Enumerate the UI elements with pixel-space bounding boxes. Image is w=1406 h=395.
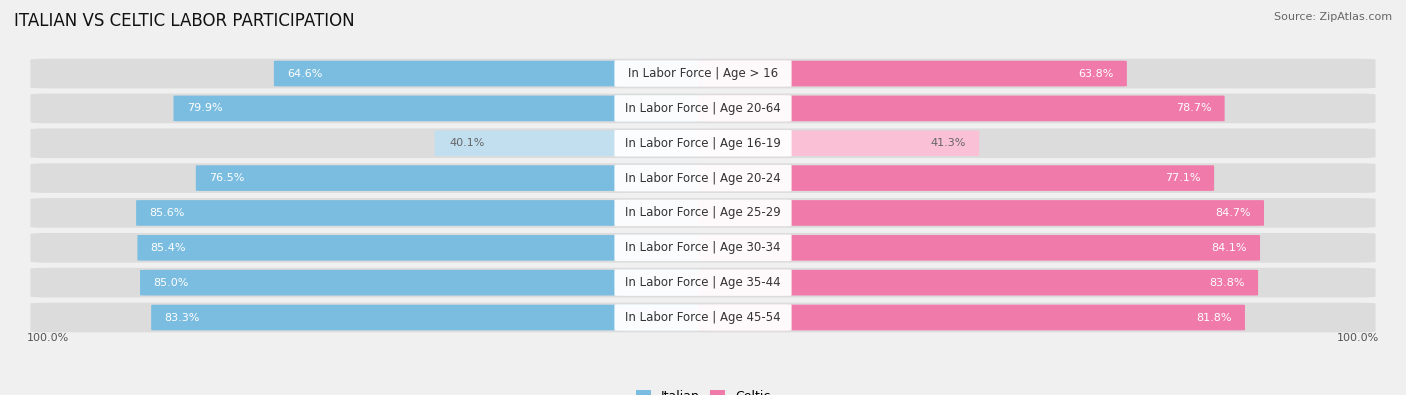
FancyBboxPatch shape xyxy=(31,59,1375,88)
Text: 81.8%: 81.8% xyxy=(1197,312,1232,322)
Text: In Labor Force | Age > 16: In Labor Force | Age > 16 xyxy=(628,67,778,80)
FancyBboxPatch shape xyxy=(614,130,792,156)
Text: 63.8%: 63.8% xyxy=(1078,69,1114,79)
Text: 79.9%: 79.9% xyxy=(187,103,222,113)
FancyBboxPatch shape xyxy=(136,200,709,226)
FancyBboxPatch shape xyxy=(195,165,709,191)
Text: 83.3%: 83.3% xyxy=(165,312,200,322)
FancyBboxPatch shape xyxy=(141,270,709,295)
FancyBboxPatch shape xyxy=(614,304,792,331)
FancyBboxPatch shape xyxy=(31,233,1375,263)
FancyBboxPatch shape xyxy=(697,96,1225,121)
FancyBboxPatch shape xyxy=(274,61,709,87)
Text: 76.5%: 76.5% xyxy=(209,173,245,183)
FancyBboxPatch shape xyxy=(31,198,1375,228)
Text: In Labor Force | Age 20-24: In Labor Force | Age 20-24 xyxy=(626,171,780,184)
Text: 41.3%: 41.3% xyxy=(931,138,966,148)
FancyBboxPatch shape xyxy=(31,94,1375,123)
Legend: Italian, Celtic: Italian, Celtic xyxy=(636,389,770,395)
FancyBboxPatch shape xyxy=(614,200,792,226)
Text: Source: ZipAtlas.com: Source: ZipAtlas.com xyxy=(1274,12,1392,22)
FancyBboxPatch shape xyxy=(31,163,1375,193)
FancyBboxPatch shape xyxy=(138,235,709,261)
FancyBboxPatch shape xyxy=(614,165,792,191)
FancyBboxPatch shape xyxy=(614,235,792,261)
Text: 84.7%: 84.7% xyxy=(1215,208,1251,218)
FancyBboxPatch shape xyxy=(152,305,709,330)
FancyBboxPatch shape xyxy=(31,303,1375,332)
FancyBboxPatch shape xyxy=(614,269,792,296)
Text: In Labor Force | Age 20-64: In Labor Force | Age 20-64 xyxy=(626,102,780,115)
Text: 83.8%: 83.8% xyxy=(1209,278,1244,288)
FancyBboxPatch shape xyxy=(31,128,1375,158)
FancyBboxPatch shape xyxy=(697,165,1215,191)
Text: 85.4%: 85.4% xyxy=(150,243,186,253)
FancyBboxPatch shape xyxy=(31,268,1375,297)
Text: In Labor Force | Age 25-29: In Labor Force | Age 25-29 xyxy=(626,207,780,220)
FancyBboxPatch shape xyxy=(697,200,1264,226)
Text: In Labor Force | Age 45-54: In Labor Force | Age 45-54 xyxy=(626,311,780,324)
Text: 78.7%: 78.7% xyxy=(1175,103,1212,113)
Text: 77.1%: 77.1% xyxy=(1166,173,1201,183)
Text: 85.6%: 85.6% xyxy=(149,208,184,218)
FancyBboxPatch shape xyxy=(614,60,792,87)
Text: In Labor Force | Age 16-19: In Labor Force | Age 16-19 xyxy=(626,137,780,150)
Text: 100.0%: 100.0% xyxy=(27,333,69,343)
Text: ITALIAN VS CELTIC LABOR PARTICIPATION: ITALIAN VS CELTIC LABOR PARTICIPATION xyxy=(14,12,354,30)
Text: 40.1%: 40.1% xyxy=(450,138,485,148)
FancyBboxPatch shape xyxy=(697,130,979,156)
FancyBboxPatch shape xyxy=(697,305,1244,330)
Text: 85.0%: 85.0% xyxy=(153,278,188,288)
Text: In Labor Force | Age 35-44: In Labor Force | Age 35-44 xyxy=(626,276,780,289)
FancyBboxPatch shape xyxy=(697,270,1258,295)
Text: 84.1%: 84.1% xyxy=(1212,243,1247,253)
FancyBboxPatch shape xyxy=(614,95,792,122)
Text: 100.0%: 100.0% xyxy=(1337,333,1379,343)
FancyBboxPatch shape xyxy=(173,96,709,121)
Text: 64.6%: 64.6% xyxy=(287,69,322,79)
FancyBboxPatch shape xyxy=(697,235,1260,261)
Text: In Labor Force | Age 30-34: In Labor Force | Age 30-34 xyxy=(626,241,780,254)
FancyBboxPatch shape xyxy=(434,130,709,156)
FancyBboxPatch shape xyxy=(697,61,1126,87)
